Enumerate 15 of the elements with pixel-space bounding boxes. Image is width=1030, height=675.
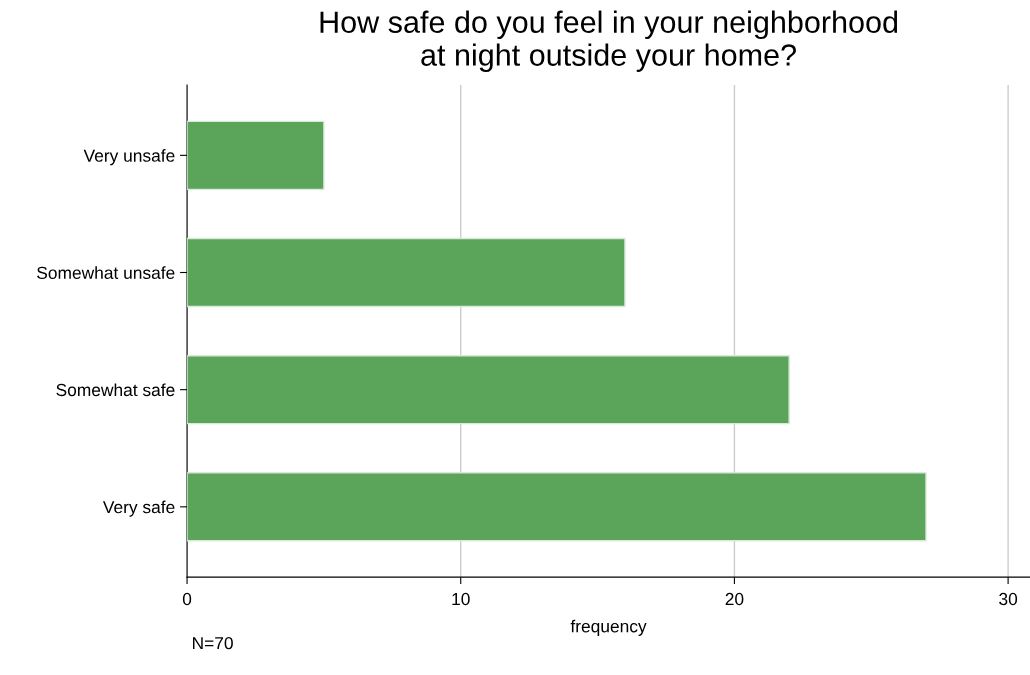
text: N=70 [193, 636, 233, 650]
bar [187, 354, 790, 425]
x-tick-label: 20 [725, 592, 744, 606]
bar [187, 120, 325, 191]
bar [187, 237, 626, 308]
x-tick-label: 10 [452, 592, 470, 606]
y-tick-label: Very safe [102, 500, 175, 517]
x-tick-label: 30 [999, 592, 1018, 606]
y-tick-label: Somewhat safe [56, 383, 175, 397]
y-tick-label: Very unsafe [83, 149, 175, 166]
y-tick-label: Somewhat unsafe [37, 266, 175, 279]
x-axis-title: frequency [570, 619, 647, 636]
x-tick-label: 0 [182, 592, 192, 606]
bar [187, 472, 927, 542]
chart-title: How safe do you feel in your neighborhood at night outside your home? [320, 10, 898, 72]
